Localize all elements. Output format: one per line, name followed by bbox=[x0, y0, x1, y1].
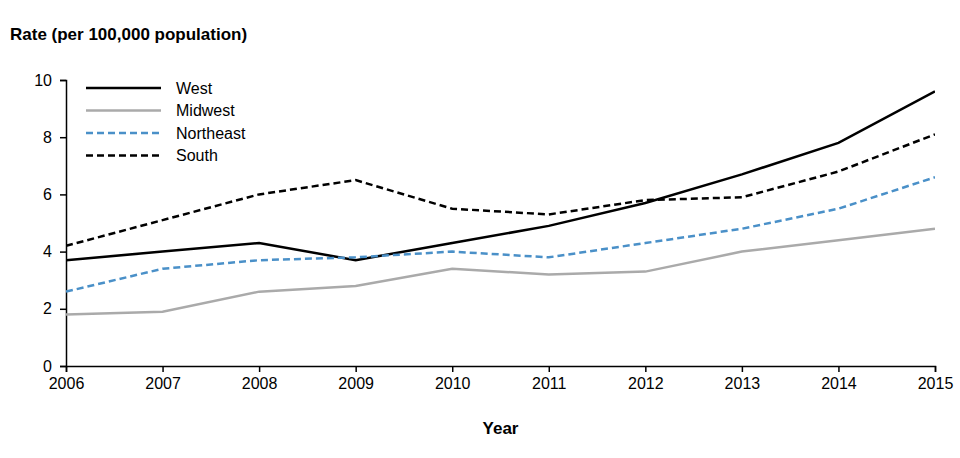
legend: West Midwest Northeast South bbox=[86, 80, 246, 165]
tick: 2010 bbox=[435, 366, 471, 392]
tick-mark bbox=[935, 366, 937, 372]
tick-label: 0 bbox=[43, 358, 52, 375]
tick-label: 8 bbox=[43, 129, 52, 146]
x-axis: 2006 2007 2008 2009 2010 2011 2012 2013 2014 2015 bbox=[49, 366, 954, 392]
plot-area: 2006200720082009201020112012201320142015… bbox=[34, 72, 953, 393]
tick: 2009 bbox=[338, 366, 374, 392]
series-line bbox=[66, 229, 935, 315]
tick: 0 bbox=[43, 358, 66, 375]
tick-mark bbox=[645, 366, 647, 372]
tick: 2013 bbox=[725, 366, 761, 392]
series-line bbox=[66, 134, 935, 246]
legend-swatch bbox=[86, 132, 161, 135]
tick-label: 2011 bbox=[532, 375, 567, 392]
legend-label: West bbox=[176, 80, 213, 97]
axis-line bbox=[67, 367, 936, 373]
tick-label: 4 bbox=[43, 243, 52, 260]
chart: 2006200720082009201020112012201320142015… bbox=[0, 0, 960, 458]
series-line bbox=[66, 91, 935, 260]
tick-mark bbox=[742, 366, 744, 372]
tick: 2014 bbox=[821, 366, 857, 392]
tick-label: 2010 bbox=[435, 375, 471, 392]
legend-label: Midwest bbox=[176, 102, 235, 119]
tick: 8 bbox=[43, 129, 66, 146]
tick-mark bbox=[355, 366, 357, 372]
tick: 2008 bbox=[242, 366, 278, 392]
tick: 2006 bbox=[49, 366, 85, 392]
legend-swatch bbox=[86, 87, 161, 90]
tick-label: 2007 bbox=[145, 375, 181, 392]
tick: 4 bbox=[43, 243, 66, 260]
tick-label: 2014 bbox=[821, 375, 857, 392]
lines bbox=[66, 91, 935, 314]
tick-label: 2013 bbox=[725, 375, 761, 392]
tick-mark bbox=[60, 80, 66, 82]
tick: 2007 bbox=[145, 366, 181, 392]
y-axis: 0 2 4 6 8 10 bbox=[34, 72, 66, 375]
tick-mark bbox=[60, 309, 66, 311]
tick: 6 bbox=[43, 186, 66, 203]
tick-mark bbox=[60, 194, 66, 196]
y-axis-title: Rate (per 100,000 population) bbox=[10, 25, 247, 44]
tick: 10 bbox=[34, 72, 66, 89]
legend-label: South bbox=[176, 147, 218, 164]
tick-mark bbox=[549, 366, 551, 372]
tick-label: 2012 bbox=[628, 375, 664, 392]
tick-mark bbox=[452, 366, 454, 372]
tick: 2011 bbox=[532, 366, 567, 392]
tick-label: 2006 bbox=[49, 375, 85, 392]
axis-line bbox=[60, 81, 67, 367]
tick-label: 2015 bbox=[918, 375, 954, 392]
tick-mark bbox=[60, 251, 66, 253]
legend-swatch bbox=[86, 109, 161, 112]
tick-mark bbox=[838, 366, 840, 372]
legend-label: Northeast bbox=[176, 125, 246, 142]
tick-label: 10 bbox=[34, 72, 52, 89]
tick-mark bbox=[60, 137, 66, 139]
tick-mark bbox=[162, 366, 164, 372]
tick: 2015 bbox=[918, 366, 954, 392]
tick-label: 6 bbox=[43, 186, 52, 203]
legend-swatch bbox=[86, 154, 161, 157]
tick-mark bbox=[60, 366, 66, 368]
tick-label: 2 bbox=[43, 300, 52, 317]
tick-label: 2008 bbox=[242, 375, 278, 392]
tick-label: 2009 bbox=[338, 375, 374, 392]
series-line bbox=[66, 177, 935, 291]
tick-mark bbox=[259, 366, 261, 372]
x-axis-title: Year bbox=[483, 419, 519, 438]
tick: 2012 bbox=[628, 366, 664, 392]
tick: 2 bbox=[43, 300, 66, 317]
